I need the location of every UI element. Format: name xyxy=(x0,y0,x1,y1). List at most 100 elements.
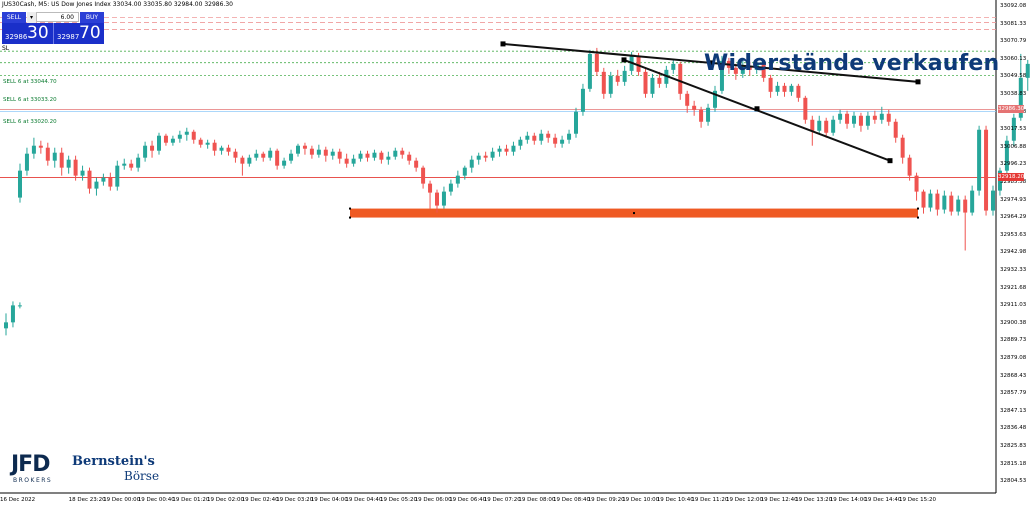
candle-body xyxy=(87,170,92,189)
horizontal-levels xyxy=(0,17,996,178)
x-tick-label: 19 Dec 10:00 xyxy=(622,497,660,503)
candle xyxy=(824,117,829,138)
candle xyxy=(657,71,662,88)
y-tick-label: 33017.53 xyxy=(1000,126,1027,133)
candle-body xyxy=(567,133,572,140)
candle-body xyxy=(740,65,745,74)
buy-price-prefix: 32987 xyxy=(57,33,80,41)
candle xyxy=(441,186,446,209)
candle-body xyxy=(73,159,78,176)
y-tick-label: 32964.29 xyxy=(1000,214,1027,221)
x-tick-label: 19 Dec 08:40 xyxy=(553,497,590,503)
lot-dropdown-icon[interactable]: ▾ xyxy=(27,12,36,23)
candle-body xyxy=(476,155,481,160)
y-tick-label: 32836.48 xyxy=(1000,425,1027,432)
x-tick-label: 19 Dec 04:40 xyxy=(345,497,383,503)
candle xyxy=(845,110,850,129)
candle-body xyxy=(852,115,856,124)
y-tick-label: 33060.13 xyxy=(1000,55,1027,62)
candle-body xyxy=(560,139,565,144)
candle xyxy=(872,110,877,124)
candle xyxy=(914,172,919,201)
y-tick-label: 33006.88 xyxy=(1000,143,1027,150)
y-tick-label: 32857.79 xyxy=(1000,390,1027,397)
candle-body xyxy=(59,152,64,168)
candle-body xyxy=(984,129,989,211)
candle xyxy=(525,131,530,144)
candle xyxy=(511,141,516,156)
x-tick-label: 19 Dec 12:40 xyxy=(760,497,798,503)
candle-body xyxy=(782,85,787,92)
candle-body xyxy=(858,115,863,126)
candle-body xyxy=(713,90,717,108)
candle xyxy=(31,137,36,159)
candle xyxy=(226,144,231,156)
candle-body xyxy=(1025,63,1030,78)
x-tick-label: 19 Dec 01:20 xyxy=(172,497,210,503)
sell-price-box[interactable]: 32986 30 xyxy=(2,23,53,44)
candle xyxy=(935,189,940,216)
candle-body xyxy=(38,145,43,148)
candle-body xyxy=(553,137,558,144)
candle xyxy=(94,177,99,196)
y-tick-label: 33038.83 xyxy=(1000,91,1027,97)
candle-body xyxy=(108,177,113,187)
candle-body xyxy=(191,131,196,140)
candle xyxy=(150,140,155,158)
trendlines xyxy=(500,41,921,164)
candle xyxy=(414,157,419,172)
candle-body xyxy=(462,167,467,176)
candle-body xyxy=(393,150,398,157)
y-tick-label: 32815.18 xyxy=(1000,460,1027,467)
candle-body xyxy=(678,63,683,94)
sell-button[interactable]: SELL xyxy=(2,12,26,23)
buy-button[interactable]: BUY xyxy=(80,12,104,23)
candle-body xyxy=(719,60,724,91)
candle-body xyxy=(956,199,961,212)
candle xyxy=(1011,113,1016,146)
candle-body xyxy=(935,193,940,210)
lot-size-input[interactable]: 6.00 xyxy=(36,12,79,22)
x-tick-label: 19 Dec 00:00 xyxy=(103,497,141,503)
x-tick-label: 19 Dec 12:00 xyxy=(726,497,763,503)
candle xyxy=(587,49,592,92)
candle xyxy=(733,63,738,80)
y-tick-label: 32932.33 xyxy=(1000,267,1027,273)
candle xyxy=(719,55,724,94)
candle-body xyxy=(949,195,954,212)
sell-price-prefix: 32986 xyxy=(5,33,28,41)
candle-body xyxy=(539,133,544,141)
candle-body xyxy=(622,70,627,82)
candle xyxy=(323,146,328,162)
candle-body xyxy=(886,113,891,122)
candle xyxy=(893,118,898,143)
candle xyxy=(302,142,307,155)
x-tick-label: 19 Dec 10:40 xyxy=(656,497,694,503)
candle xyxy=(268,147,273,161)
order-label: SELL 6 at 33044.70 xyxy=(3,79,57,85)
candle xyxy=(907,154,912,181)
candle-body xyxy=(601,71,606,94)
trendline-handle xyxy=(887,158,893,164)
candle-body xyxy=(546,133,551,138)
one-click-trade-panel: SELL ▾ 6.00 BUY 32986 30 32987 70 xyxy=(2,12,104,44)
candle xyxy=(706,103,711,126)
x-tick-label: 19 Dec 02:00 xyxy=(207,497,244,503)
x-tick-label: 19 Dec 04:00 xyxy=(310,497,348,503)
stop-loss-label: SL xyxy=(2,45,10,52)
candle-body xyxy=(289,153,294,161)
candle xyxy=(608,71,613,98)
candle xyxy=(942,190,947,214)
candle-body xyxy=(184,131,189,135)
candle xyxy=(601,67,606,99)
buy-price-box[interactable]: 32987 70 xyxy=(53,23,104,44)
candle-body xyxy=(309,148,314,155)
candle xyxy=(157,132,161,155)
candle-body xyxy=(163,135,168,143)
y-tick-label: 33070.79 xyxy=(1000,38,1027,45)
candle-body xyxy=(817,120,822,131)
candle xyxy=(136,153,141,172)
trendline-handle xyxy=(707,60,713,66)
y-tick-label: 32900.38 xyxy=(1000,319,1027,326)
candle xyxy=(650,73,655,98)
